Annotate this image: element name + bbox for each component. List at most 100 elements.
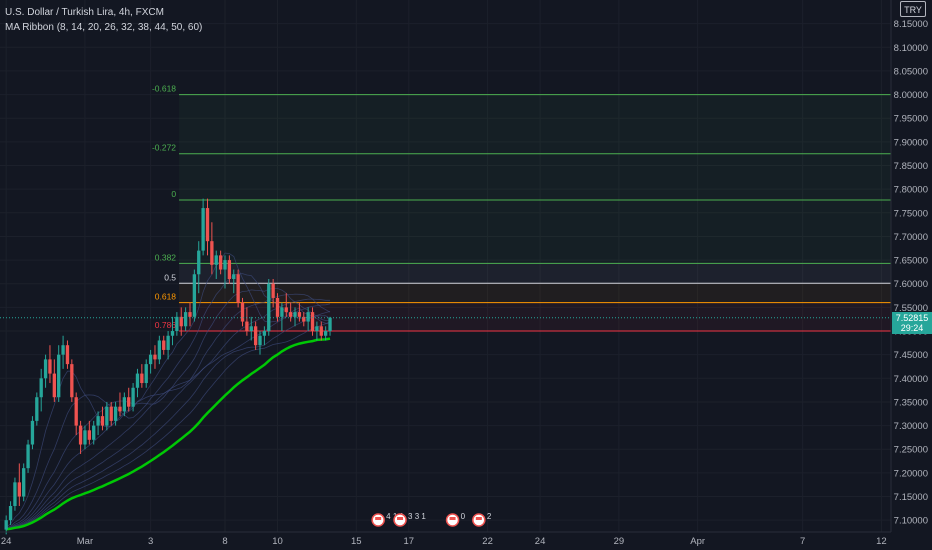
candle-body <box>175 316 179 332</box>
bar-countdown: 29:24 <box>900 323 924 333</box>
candle-body <box>223 260 227 270</box>
fib-level-label: -0.618 <box>152 84 176 94</box>
candle-body <box>297 312 302 317</box>
candle-body <box>183 312 188 327</box>
time-tick-label: 24 <box>535 536 546 547</box>
time-axis[interactable]: 24 Mar 3 8 10 15 17 22 24 29 Apr 7 12 <box>1 536 887 547</box>
candle-body <box>166 335 170 350</box>
candle-body <box>144 364 148 384</box>
candle-body <box>135 373 140 388</box>
candle-body <box>280 307 284 317</box>
candle-body <box>323 331 328 336</box>
time-tick-label: 17 <box>404 536 415 547</box>
candle-body <box>140 373 144 384</box>
candle-body <box>26 444 30 469</box>
price-tick-label: 7.40000 <box>894 374 928 385</box>
candle-body <box>170 331 175 336</box>
candle-body <box>8 505 13 521</box>
symbol-title[interactable]: U.S. Dollar / Turkish Lira, 4h, FXCM <box>5 7 164 18</box>
time-tick-label: 10 <box>272 536 283 547</box>
time-tick-label: 3 <box>148 536 153 547</box>
candle-body <box>319 326 323 336</box>
candle-body <box>201 208 205 251</box>
price-tick-label: 7.95000 <box>894 114 928 125</box>
candle-body <box>61 345 65 355</box>
candle-body <box>328 317 332 332</box>
price-tick-label: 7.35000 <box>894 397 928 408</box>
event-count-label: 2 <box>487 512 492 521</box>
time-tick-label: Mar <box>77 536 93 547</box>
candle-body <box>210 241 214 265</box>
price-tick-label: 7.70000 <box>894 232 928 243</box>
price-tick-label: 7.10000 <box>894 516 928 527</box>
indicator-title[interactable]: MA Ribbon (8, 14, 20, 26, 32, 38, 44, 50… <box>5 22 203 33</box>
ma-line-38 <box>6 303 331 530</box>
candle-body <box>293 312 297 317</box>
candle-body <box>192 274 197 317</box>
fib-zone <box>179 302 891 332</box>
candle-body <box>267 283 271 332</box>
candles[interactable] <box>0 198 891 535</box>
fib-zone <box>179 153 891 201</box>
candle-body <box>310 312 315 332</box>
candle-body <box>70 364 74 398</box>
candle-body <box>35 397 39 421</box>
fibonacci-retracement[interactable]: -0.618 -0.272 0 0.382 0.5 0.618 0.786 <box>152 84 891 332</box>
price-tick-label: 8.05000 <box>894 66 928 77</box>
candle-body <box>315 326 319 332</box>
candle-body <box>179 316 183 327</box>
candle-body <box>162 340 166 350</box>
candle-body <box>245 321 249 332</box>
price-tick-label: 7.45000 <box>894 350 928 361</box>
event-markers[interactable]: 4 1 13 3 102 <box>371 512 492 527</box>
event-flag-mark <box>449 517 456 520</box>
candle-body <box>262 331 267 336</box>
fib-level-label: 0.786 <box>155 320 177 330</box>
candle-body <box>74 397 78 426</box>
price-tick-label: 7.75000 <box>894 208 928 219</box>
event-flag-mark <box>375 517 382 520</box>
candle-body <box>13 482 17 506</box>
candle-body <box>127 397 131 407</box>
candle-body <box>218 255 223 270</box>
candle-body <box>118 406 122 412</box>
price-tick-label: 8.15000 <box>894 19 928 30</box>
candle-body <box>92 425 96 440</box>
fib-level-label: 0 <box>171 189 176 199</box>
candle-body <box>22 468 26 497</box>
ma-line-20 <box>6 288 331 530</box>
last-price-tag: 7.52815 29:24 <box>892 312 932 334</box>
time-tick-label: 22 <box>482 536 493 547</box>
fib-zone <box>179 283 891 303</box>
price-tick-label: 7.90000 <box>894 137 928 148</box>
time-tick-label: 29 <box>614 536 625 547</box>
candle-body <box>96 416 100 426</box>
candle-body <box>153 354 157 360</box>
time-tick-label: 15 <box>351 536 362 547</box>
candle-body <box>306 312 310 322</box>
price-tick-label: 7.65000 <box>894 256 928 267</box>
candle-body <box>197 250 201 275</box>
chart-legend: U.S. Dollar / Turkish Lira, 4h, FXCM MA … <box>5 5 202 35</box>
candle-body <box>214 255 218 265</box>
candle-body <box>4 520 8 530</box>
fib-level-label: 0.382 <box>155 252 177 262</box>
candle-body <box>113 406 118 421</box>
event-count-label: 3 3 1 <box>408 512 426 521</box>
candle-body <box>131 387 135 407</box>
time-tick-label: 24 <box>1 536 12 547</box>
candle-body <box>236 274 240 303</box>
price-tick-label: 7.80000 <box>894 185 928 196</box>
price-tick-label: 7.15000 <box>894 492 928 503</box>
time-tick-label: 7 <box>800 536 805 547</box>
candle-body <box>253 326 258 346</box>
currency-badge[interactable]: TRY <box>900 1 926 17</box>
fib-level-label: -0.272 <box>152 143 176 153</box>
price-axis[interactable]: 8.15000 8.10000 8.05000 8.00000 7.95000 7.900… <box>894 19 928 527</box>
candle-body <box>227 260 232 280</box>
fib-level-label: 0.5 <box>164 272 176 282</box>
price-tick-label: 8.10000 <box>894 43 928 54</box>
price-tick-label: 7.85000 <box>894 161 928 172</box>
candle-body <box>232 274 236 280</box>
